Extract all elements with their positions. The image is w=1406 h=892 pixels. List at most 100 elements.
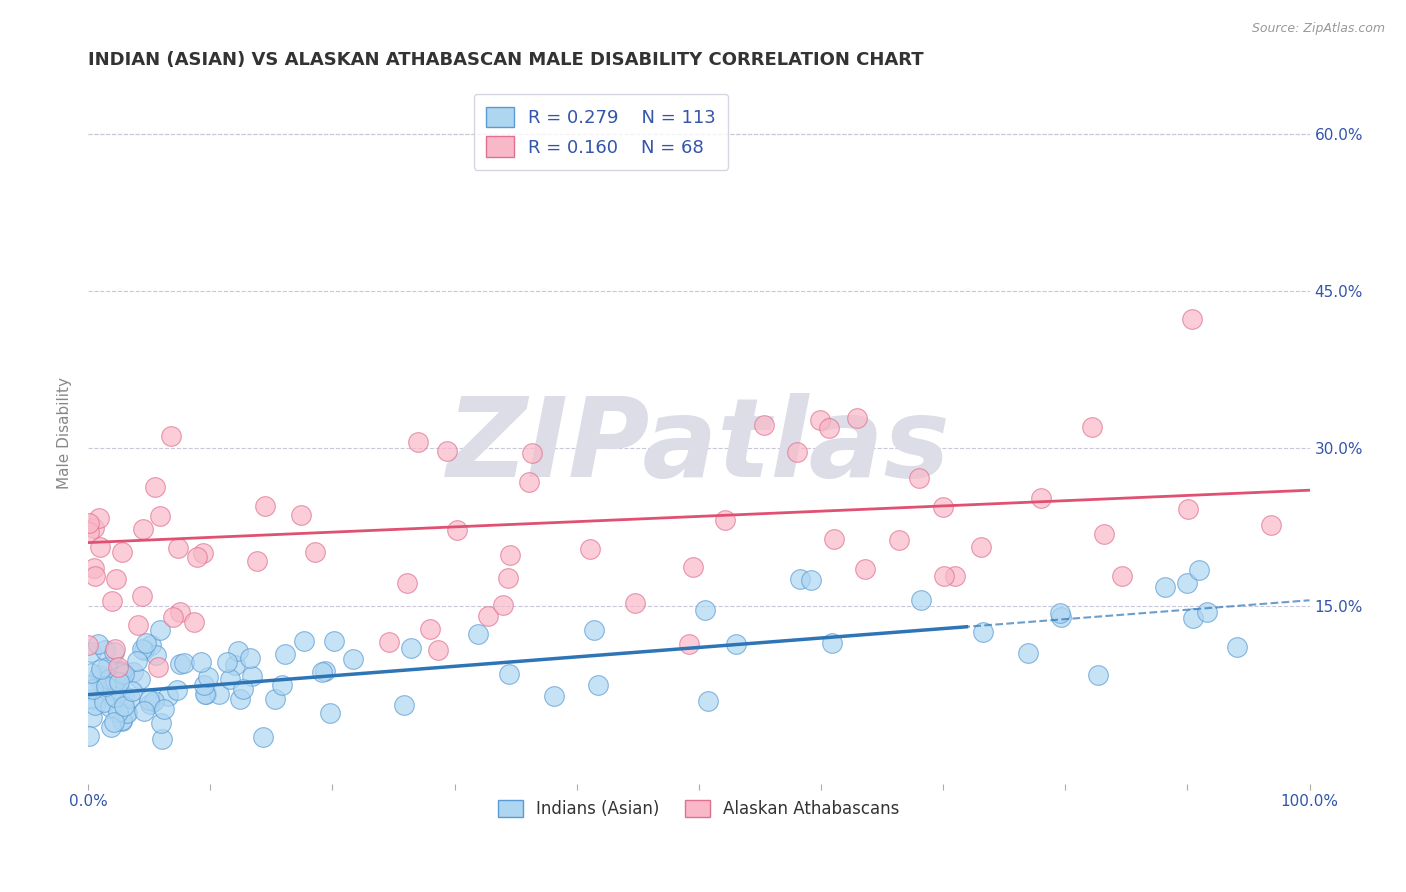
Point bbox=[246, 554, 269, 568]
Point bbox=[145, 480, 167, 494]
Point bbox=[713, 514, 735, 528]
Point bbox=[129, 672, 152, 686]
Point bbox=[498, 667, 520, 681]
Point bbox=[290, 508, 312, 523]
Point bbox=[143, 694, 166, 708]
Point bbox=[103, 714, 125, 729]
Point bbox=[392, 698, 415, 712]
Point bbox=[1092, 527, 1115, 541]
Point bbox=[135, 636, 157, 650]
Point bbox=[108, 674, 131, 689]
Point bbox=[786, 445, 808, 459]
Point bbox=[467, 626, 489, 640]
Point bbox=[1226, 640, 1249, 655]
Point bbox=[1188, 563, 1211, 577]
Point bbox=[314, 665, 336, 679]
Point bbox=[77, 677, 100, 691]
Point bbox=[226, 643, 249, 657]
Point bbox=[131, 642, 153, 657]
Point bbox=[127, 618, 149, 632]
Point bbox=[190, 656, 212, 670]
Point bbox=[193, 678, 215, 692]
Point bbox=[273, 647, 295, 661]
Point bbox=[972, 625, 994, 640]
Point bbox=[406, 434, 429, 449]
Point bbox=[789, 572, 811, 586]
Point bbox=[134, 704, 156, 718]
Point bbox=[311, 665, 333, 680]
Point bbox=[112, 690, 135, 704]
Point bbox=[517, 475, 540, 490]
Point bbox=[808, 413, 831, 427]
Point bbox=[107, 663, 129, 677]
Point bbox=[193, 546, 215, 560]
Point bbox=[229, 692, 252, 706]
Point bbox=[1029, 491, 1052, 506]
Point bbox=[217, 655, 239, 669]
Point bbox=[224, 658, 246, 673]
Point bbox=[87, 637, 110, 651]
Point bbox=[111, 714, 134, 728]
Point bbox=[498, 548, 520, 562]
Point bbox=[477, 609, 499, 624]
Point bbox=[89, 668, 111, 682]
Point bbox=[104, 674, 127, 689]
Point bbox=[492, 599, 515, 613]
Point bbox=[970, 540, 993, 554]
Point bbox=[1177, 501, 1199, 516]
Point bbox=[153, 702, 176, 716]
Point bbox=[105, 572, 128, 586]
Point bbox=[107, 705, 129, 719]
Y-axis label: Male Disability: Male Disability bbox=[58, 376, 72, 489]
Point bbox=[1017, 646, 1039, 660]
Text: ZIPatlas: ZIPatlas bbox=[447, 393, 950, 500]
Point bbox=[419, 622, 441, 636]
Point bbox=[100, 680, 122, 694]
Point bbox=[197, 670, 219, 684]
Point bbox=[271, 678, 294, 692]
Point bbox=[127, 655, 149, 669]
Point bbox=[115, 706, 138, 720]
Point bbox=[132, 643, 155, 657]
Point bbox=[145, 648, 167, 662]
Point bbox=[496, 571, 519, 585]
Point bbox=[821, 636, 844, 650]
Point bbox=[110, 665, 132, 679]
Point bbox=[104, 690, 127, 704]
Point bbox=[101, 594, 124, 608]
Point bbox=[342, 652, 364, 666]
Point bbox=[80, 665, 103, 680]
Point bbox=[100, 720, 122, 734]
Point bbox=[586, 678, 609, 692]
Point bbox=[98, 673, 121, 687]
Point bbox=[122, 665, 145, 679]
Point bbox=[80, 692, 103, 706]
Point bbox=[82, 681, 104, 696]
Point bbox=[1049, 606, 1071, 620]
Point bbox=[96, 679, 118, 693]
Point bbox=[543, 689, 565, 703]
Point bbox=[139, 638, 162, 652]
Point bbox=[93, 695, 115, 709]
Point bbox=[1195, 605, 1218, 619]
Point bbox=[1175, 575, 1198, 590]
Point bbox=[522, 446, 544, 460]
Point bbox=[149, 509, 172, 524]
Point bbox=[395, 575, 418, 590]
Point bbox=[108, 684, 131, 698]
Point bbox=[239, 651, 262, 665]
Point bbox=[121, 684, 143, 698]
Point bbox=[818, 421, 841, 435]
Point bbox=[240, 669, 263, 683]
Point bbox=[84, 698, 107, 712]
Point bbox=[219, 673, 242, 687]
Point bbox=[96, 659, 118, 673]
Point bbox=[93, 690, 115, 705]
Point bbox=[1049, 609, 1071, 624]
Point bbox=[139, 697, 162, 711]
Point bbox=[724, 637, 747, 651]
Point bbox=[183, 615, 205, 630]
Point bbox=[149, 623, 172, 637]
Point bbox=[169, 657, 191, 671]
Point bbox=[194, 688, 217, 702]
